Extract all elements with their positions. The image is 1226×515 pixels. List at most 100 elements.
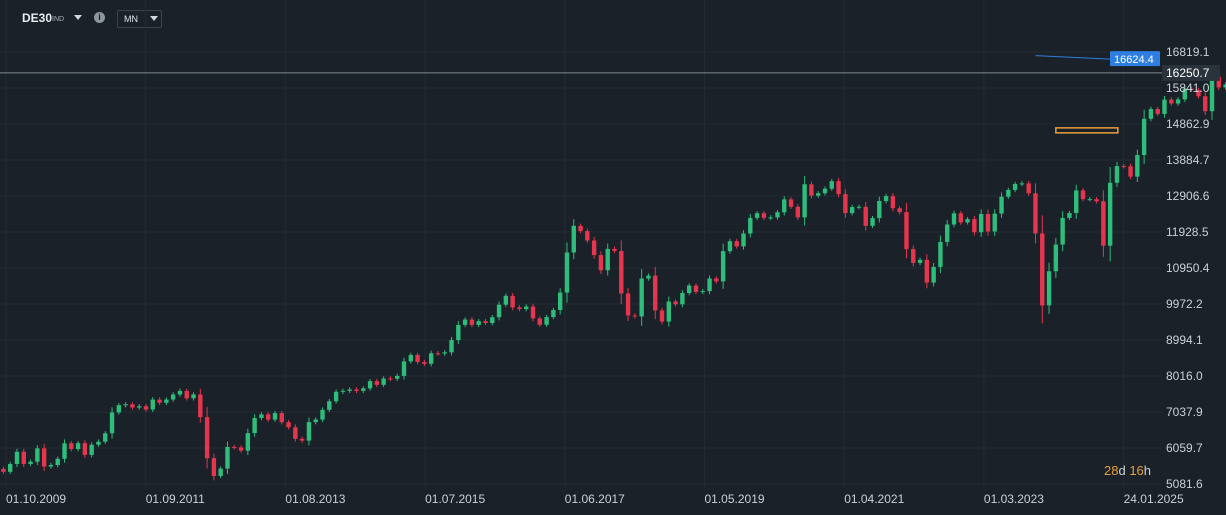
timeframe-label: MN <box>124 14 138 24</box>
candle-body <box>619 250 624 294</box>
candle-body <box>14 451 20 464</box>
candle <box>1087 196 1092 202</box>
x-tick-label: 01.04.2021 <box>844 492 904 506</box>
countdown-days: 28 <box>1104 463 1119 478</box>
x-tick-label: 01.08.2013 <box>285 492 345 506</box>
y-tick-label: 6059.7 <box>1166 441 1203 455</box>
candle <box>198 388 203 423</box>
candle <box>48 462 54 469</box>
candle <box>354 387 359 394</box>
candle <box>490 315 495 326</box>
candle-body <box>904 212 909 250</box>
countdown-hours-unit: h <box>1143 463 1152 478</box>
candle-body <box>653 275 658 311</box>
candle-body <box>252 418 257 434</box>
candle-body <box>958 213 963 223</box>
candle <box>945 220 950 247</box>
level-line-box <box>1110 51 1160 67</box>
candle <box>238 445 244 453</box>
candle-body <box>1 468 6 472</box>
candle-body <box>293 427 298 439</box>
candle-body <box>727 241 733 252</box>
candle <box>293 424 298 442</box>
candle-body <box>782 199 787 213</box>
candle-body <box>272 413 278 420</box>
candle <box>659 307 665 325</box>
candle-body <box>21 451 26 464</box>
candle-body <box>1141 118 1147 155</box>
candle <box>442 350 447 356</box>
candle-body <box>951 213 957 225</box>
candle-body <box>537 318 543 325</box>
candle-body <box>204 417 210 459</box>
candle <box>55 456 60 468</box>
candle <box>598 251 604 275</box>
y-tick-label: 15841.0 <box>1166 81 1210 95</box>
candle-body <box>48 464 54 467</box>
x-tick-label: 01.03.2023 <box>984 492 1044 506</box>
candle-body <box>428 353 434 364</box>
candle-body <box>625 293 631 316</box>
candle-body <box>720 251 726 282</box>
candle-body <box>707 278 712 292</box>
candle-body <box>238 447 244 451</box>
symbol-dropdown-icon[interactable] <box>74 15 82 20</box>
symbol-label[interactable]: DE30 <box>22 11 53 25</box>
candle-body <box>564 252 570 293</box>
candle-body <box>299 438 305 441</box>
candle <box>965 216 970 225</box>
candle-body <box>843 194 848 214</box>
candle <box>544 314 549 328</box>
candle <box>578 223 583 234</box>
candle-body <box>1046 271 1052 306</box>
candle-body <box>992 213 997 232</box>
range-marker[interactable] <box>1055 127 1119 134</box>
candle-body <box>666 301 672 322</box>
candle-body <box>170 394 176 400</box>
candle-body <box>259 414 264 419</box>
candle-body <box>524 306 529 310</box>
candle <box>157 397 162 406</box>
candle-body <box>96 441 101 445</box>
candle <box>856 204 862 210</box>
candle <box>333 389 339 404</box>
candle-body <box>802 184 807 218</box>
candle-body <box>544 317 549 325</box>
candle-body <box>327 401 332 410</box>
y-tick-label: 8994.1 <box>1166 333 1203 347</box>
level-line[interactable] <box>1035 55 1111 60</box>
info-icon[interactable]: i <box>94 12 105 23</box>
candle <box>727 238 733 254</box>
candle <box>116 402 122 415</box>
candle <box>14 448 20 468</box>
x-tick-label: 24.01.2025 <box>1124 492 1184 506</box>
candle-body <box>917 259 923 263</box>
candle <box>748 214 753 238</box>
candle <box>680 290 685 308</box>
candle-body <box>1107 182 1113 246</box>
candle-body <box>551 310 556 318</box>
candle-body <box>1223 84 1226 88</box>
candle-body <box>1087 199 1092 201</box>
candle <box>978 209 984 237</box>
candle-body <box>686 285 692 294</box>
candle <box>62 439 67 463</box>
candle-body <box>381 378 386 385</box>
candle-body <box>361 388 366 391</box>
candle <box>170 392 176 402</box>
candle <box>462 317 468 328</box>
candle <box>700 288 705 295</box>
y-tick-label: 13884.7 <box>1166 153 1210 167</box>
candle <box>272 410 278 422</box>
candle-body <box>367 381 373 389</box>
candle <box>605 243 610 276</box>
candle <box>537 316 543 328</box>
candle <box>904 202 909 259</box>
timeframe-select[interactable]: MN <box>117 10 162 28</box>
candle <box>517 305 522 312</box>
candle <box>836 177 841 198</box>
candle-body <box>1080 190 1086 200</box>
candle-body <box>530 306 536 319</box>
candle-body <box>897 208 902 213</box>
